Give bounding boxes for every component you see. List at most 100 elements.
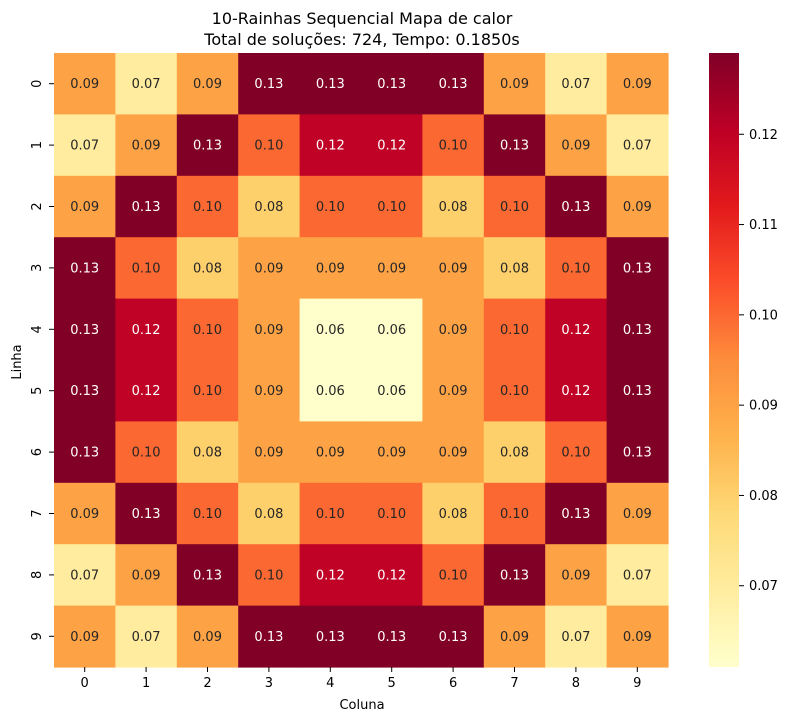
heatmap-cell [54, 298, 116, 361]
heatmap-cell [176, 298, 239, 361]
x-tick-label: 6 [449, 676, 457, 691]
heatmap-cell [483, 298, 546, 361]
y-tick-label: 4 [30, 325, 45, 333]
cell-value-label: 0.13 [623, 446, 652, 461]
y-tick-label: 3 [30, 264, 45, 272]
heatmap-cell [422, 237, 485, 300]
cell-value-label: 0.09 [439, 323, 468, 338]
x-axis-label: Coluna [339, 698, 384, 713]
x-axis: 0 1 2 3 4 5 6 7 8 9 [81, 667, 641, 691]
heatmap-cell [606, 544, 669, 607]
cell-value-label: 0.09 [439, 261, 468, 276]
heatmap-cell [115, 544, 178, 607]
heatmap-cell [483, 175, 546, 238]
heatmap-cell [54, 237, 116, 300]
cell-value-label: 0.07 [70, 568, 99, 583]
cell-value-label: 0.10 [500, 200, 529, 215]
y-tick-label: 6 [30, 448, 45, 456]
x-tick-label: 1 [142, 676, 150, 691]
cell-value-label: 0.13 [70, 261, 99, 276]
cell-value-label: 0.13 [439, 630, 468, 645]
cell-value-label: 0.09 [316, 261, 345, 276]
heatmap-cell [115, 237, 178, 300]
cell-value-label: 0.12 [132, 323, 161, 338]
cell-value-label: 0.07 [132, 630, 161, 645]
heatmap-cell [483, 421, 546, 484]
cell-value-label: 0.09 [377, 446, 406, 461]
heatmap-cell [176, 421, 239, 484]
heatmap-cell [422, 114, 485, 177]
cell-value-label: 0.13 [193, 568, 222, 583]
cell-value-label: 0.10 [316, 507, 345, 522]
colorbar-tick-label: 0.08 [749, 489, 778, 504]
heatmap-cell [176, 482, 239, 545]
cell-value-label: 0.10 [439, 139, 468, 154]
cell-value-label: 0.09 [500, 630, 529, 645]
x-tick-label: 8 [572, 676, 580, 691]
cell-value-label: 0.09 [193, 630, 222, 645]
cell-value-label: 0.09 [254, 384, 283, 399]
heatmap-cell [176, 360, 239, 422]
heatmap-cell [54, 421, 116, 484]
cell-value-label: 0.13 [561, 200, 590, 215]
heatmap-cells: 0.09 0.07 0.09 0.13 0.13 0.13 0.13 0.09 0.07 0.09… [54, 53, 669, 668]
cell-value-label: 0.09 [70, 507, 99, 522]
colorbar-tick-label: 0.10 [749, 308, 778, 323]
heatmap-cell [606, 175, 669, 238]
cell-value-label: 0.10 [132, 261, 161, 276]
cell-value-label: 0.10 [500, 384, 529, 399]
heatmap-cell [361, 237, 423, 300]
cell-value-label: 0.10 [193, 507, 222, 522]
heatmap-cell [115, 482, 178, 545]
y-tick-label: 1 [30, 141, 45, 149]
heatmap-cell [361, 544, 423, 607]
cell-value-label: 0.07 [70, 139, 99, 154]
cell-value-label: 0.08 [254, 507, 283, 522]
heatmap-cell [238, 421, 301, 484]
heatmap-cell [54, 482, 116, 545]
cell-value-label: 0.13 [316, 630, 345, 645]
heatmap-cell [176, 114, 239, 177]
heatmap-cell [361, 360, 423, 422]
cell-value-label: 0.13 [316, 77, 345, 92]
heatmap-cell [238, 360, 301, 422]
cell-value-label: 0.06 [316, 384, 345, 399]
cell-value-label: 0.10 [377, 507, 406, 522]
heatmap-cell [299, 360, 362, 422]
cell-value-label: 0.07 [561, 630, 590, 645]
heatmap-cell [299, 298, 362, 361]
heatmap-cell [238, 482, 301, 545]
cell-value-label: 0.09 [193, 77, 222, 92]
heatmap-cell [422, 360, 485, 422]
cell-value-label: 0.09 [623, 630, 652, 645]
x-tick-label: 0 [81, 676, 89, 691]
colorbar-ticks: 0.07 0.08 0.09 0.10 0.11 0.12 [739, 128, 778, 594]
cell-value-label: 0.13 [377, 77, 406, 92]
cell-value-label: 0.09 [623, 77, 652, 92]
heatmap-cell [238, 298, 301, 361]
chart-title-line2: Total de soluções: 724, Tempo: 0.1850s [203, 30, 519, 49]
heatmap-cell [176, 175, 239, 238]
heatmap-cell [422, 605, 485, 668]
cell-value-label: 0.13 [500, 139, 529, 154]
cell-value-label: 0.12 [316, 568, 345, 583]
cell-value-label: 0.06 [316, 323, 345, 338]
cell-value-label: 0.08 [439, 200, 468, 215]
heatmap-cell [115, 175, 178, 238]
x-tick-label: 3 [265, 676, 273, 691]
heatmap-cell [176, 237, 239, 300]
cell-value-label: 0.08 [193, 261, 222, 276]
heatmap-cell [483, 114, 546, 177]
cell-value-label: 0.13 [70, 384, 99, 399]
heatmap-cell [238, 605, 301, 668]
cell-value-label: 0.13 [623, 384, 652, 399]
heatmap-cell [299, 605, 362, 668]
heatmap-cell [54, 605, 116, 668]
cell-value-label: 0.13 [377, 630, 406, 645]
cell-value-label: 0.13 [70, 323, 99, 338]
heatmap-cell [422, 544, 485, 607]
cell-value-label: 0.10 [561, 446, 590, 461]
cell-value-label: 0.08 [254, 200, 283, 215]
heatmap-cell [545, 114, 608, 177]
